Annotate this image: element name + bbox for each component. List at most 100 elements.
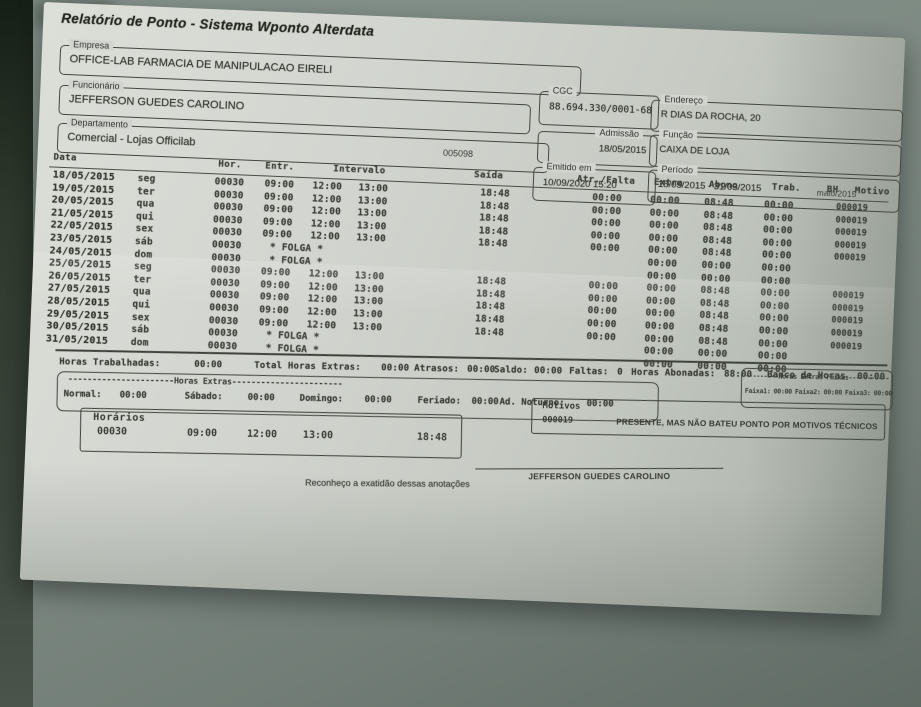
report-title: Relatório de Ponto - Sistema Wponto Alte…: [61, 10, 375, 39]
signature-name: JEFFERSON GUEDES CAROLINO: [528, 470, 671, 482]
cell-hor: 00030: [209, 302, 240, 315]
cell-atr: 00:00: [586, 317, 617, 331]
cell-hor: 00030: [213, 188, 244, 202]
cell-dia: dom: [130, 336, 149, 349]
column-header-entr: Entr.: [265, 161, 295, 173]
cell-dia: sáb: [134, 235, 154, 248]
he-label-normal: Normal:: [63, 389, 102, 401]
cell-folga: * FOLGA *: [269, 241, 324, 255]
cell-entr: 09:00: [260, 279, 291, 292]
total-label-the: Total Horas Extras:: [254, 360, 362, 373]
cell-abono: 08:48: [703, 196, 735, 210]
cell-int1: 12:00: [308, 281, 339, 294]
field-admissao-label: Admissão: [595, 127, 644, 140]
cell-extra: 00:00: [643, 345, 674, 358]
faixa-value-1: 00:00: [773, 387, 792, 396]
cell-trab: 00:00: [762, 237, 793, 250]
cell-saida: 18:48: [475, 300, 506, 313]
field-endereco-label: Endereço: [660, 93, 708, 106]
he-label-fer: Feriado:: [417, 395, 462, 407]
column-header-hor: Hor.: [218, 159, 242, 171]
cell-abono: 08:48: [699, 310, 730, 323]
signature-statement: Reconheço a exatidão dessas anotações: [305, 477, 470, 489]
cell-int2: 13:00: [353, 295, 384, 308]
cell-trab: 00:00: [758, 325, 789, 338]
he-value-fer: 00:00: [471, 396, 499, 408]
cell-atr: 00:00: [586, 330, 617, 343]
wall-dark-edge: [0, 0, 33, 707]
faixa-label-3: Faixa3:: [844, 388, 871, 398]
cell-int1: 12:00: [307, 306, 338, 319]
horario-saida: 18:48: [416, 431, 448, 444]
horarios-label: Horários: [93, 411, 146, 424]
cell-atr: 00:00: [588, 280, 619, 293]
field-departamento-label: Departamento: [66, 117, 133, 130]
total-label-ht: Horas Trabalhadas:: [59, 357, 161, 370]
cell-entr: 09:00: [262, 228, 293, 241]
cell-int2: 13:00: [352, 308, 384, 321]
cell-extra: 00:00: [649, 207, 680, 220]
cell-data: 18/05/2015: [52, 169, 116, 184]
cell-trab: 00:00: [760, 274, 791, 288]
cell-int1: 12:00: [312, 180, 343, 193]
total-value-sal: 00:00: [534, 365, 563, 377]
cell-hor: 00030: [211, 251, 242, 265]
cell-motivo: 000019: [834, 227, 868, 239]
field-funcao-label: Função: [658, 128, 698, 141]
cell-trab: 00:00: [762, 224, 793, 237]
cell-motivo: 000019: [831, 303, 864, 315]
cell-data: 21/05/2015: [50, 207, 114, 221]
cell-abono: 08:48: [699, 297, 730, 310]
cell-saida: 18:48: [476, 275, 507, 288]
cell-int1: 12:00: [311, 205, 342, 218]
column-header-bh: BH: [826, 184, 839, 196]
cell-abono: 08:48: [700, 284, 731, 298]
cell-dia: qui: [135, 210, 155, 223]
cell-extra: 00:00: [644, 332, 675, 346]
cell-abono: 00:00: [700, 272, 731, 285]
cell-saida: 18:48: [475, 288, 506, 301]
cell-saida: 18:48: [479, 212, 510, 225]
cell-data: 23/05/2015: [49, 232, 113, 247]
cell-extra: 00:00: [650, 194, 681, 207]
total-label-fal: Faltas:: [569, 366, 609, 378]
cell-int2: 13:00: [357, 194, 388, 208]
he-value-normal: 00:00: [119, 390, 147, 401]
motivos-label: Motivos: [542, 401, 581, 412]
cell-trab: 00:00: [758, 337, 789, 350]
faixas-values: Faixa1: 00:00 Faixa2: 00:00 Faixa3: 00:00: [745, 387, 892, 398]
cell-int2: 13:00: [356, 220, 387, 233]
cell-motivo: 000019: [832, 290, 865, 302]
cell-entr: 09:00: [258, 316, 289, 330]
cell-atr: 00:00: [587, 305, 618, 318]
field-endereco-value: R DIAS DA ROCHA, 20: [660, 108, 761, 125]
cell-abono: 08:48: [702, 234, 733, 247]
field-funcionario-value: JEFFERSON GUEDES CAROLINO: [68, 93, 245, 113]
column-header-data: Data: [53, 152, 77, 164]
cell-atr: 00:00: [590, 229, 621, 243]
cell-entr: 09:00: [263, 190, 294, 204]
cell-dia: qua: [136, 198, 155, 210]
cell-int2: 13:00: [354, 270, 385, 283]
he-value-dom: 00:00: [364, 394, 392, 406]
cell-hor: 00030: [208, 314, 239, 327]
cell-hor: 00030: [211, 239, 242, 252]
cell-saida: 18:48: [478, 237, 509, 251]
total-label-ha: Horas Abonadas:: [631, 367, 716, 380]
motivo-codigo: 000019: [542, 415, 574, 426]
cell-atr: 00:00: [591, 217, 622, 230]
cell-motivo: 000019: [830, 340, 863, 353]
cell-entr: 09:00: [259, 304, 290, 317]
cell-extra: 00:00: [644, 320, 675, 333]
cell-entr: 09:00: [263, 203, 294, 216]
faixa-value-2: 00:00: [823, 388, 843, 397]
cell-motivo: 000019: [830, 328, 863, 340]
column-header-saida: Saída: [473, 170, 504, 182]
cell-saida: 18:48: [480, 187, 511, 200]
cell-int1: 12:00: [308, 268, 339, 281]
cell-abono: 00:00: [701, 259, 732, 272]
horas-extras-title: ----------------------Horas Extras------…: [67, 374, 343, 390]
horario-retorno: 13:00: [302, 429, 334, 442]
cell-extra: 00:00: [647, 257, 678, 270]
cell-atr: 00:00: [587, 292, 618, 306]
